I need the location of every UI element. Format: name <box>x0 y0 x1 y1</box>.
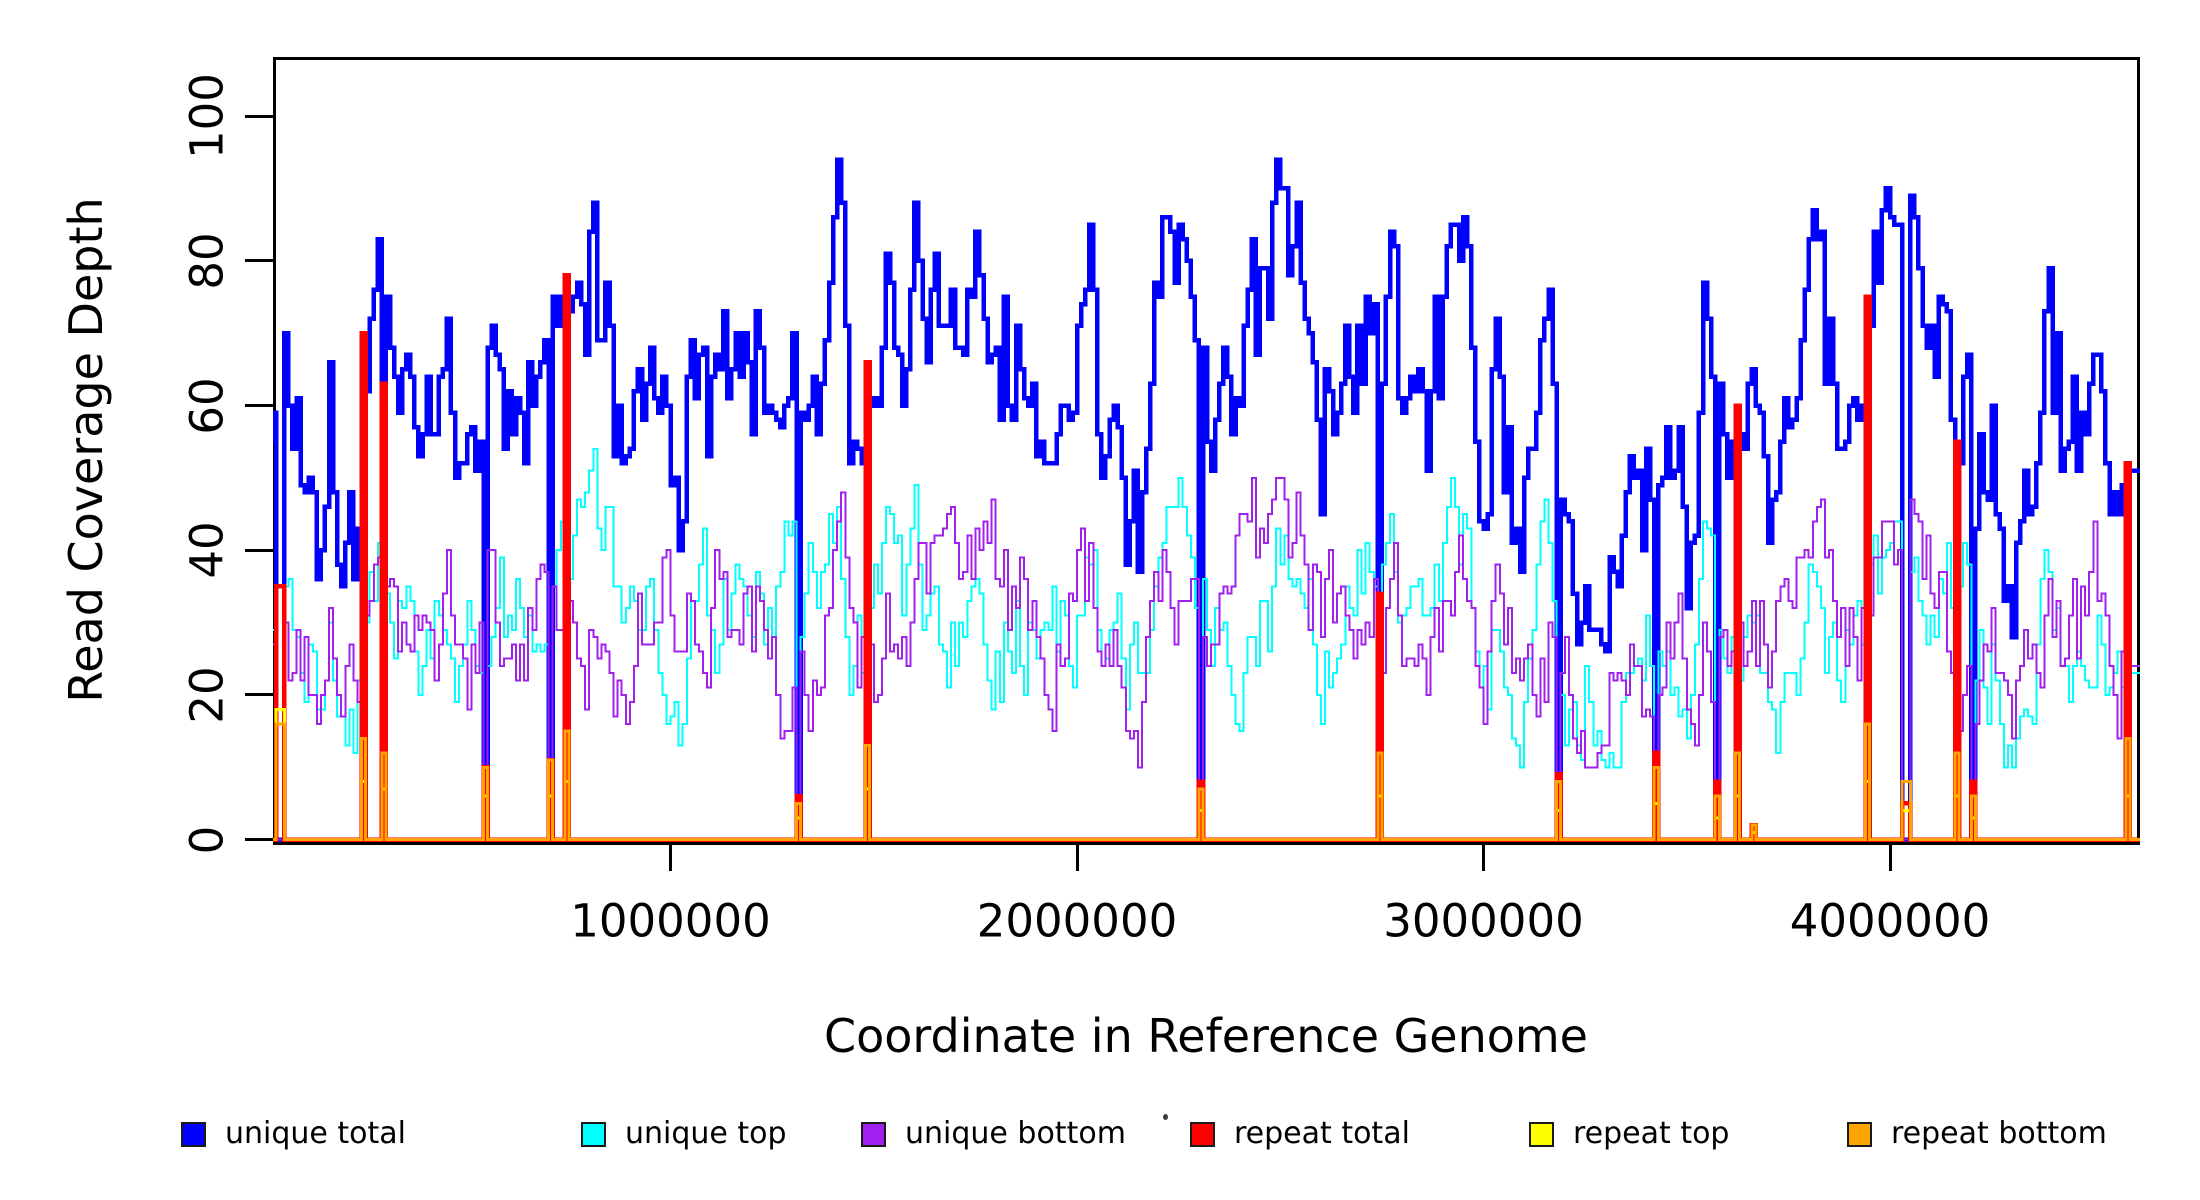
x-axis-title: Coordinate in Reference Genome <box>824 1009 1588 1063</box>
x-tick-label: 1000000 <box>570 894 771 948</box>
legend-swatch-repeat-bottom <box>1847 1121 1872 1147</box>
legend-label-unique-top: unique top <box>625 1116 787 1151</box>
legend-item-repeat-bottom: repeat bottom <box>1847 1119 2107 1149</box>
legend-swatch-unique-top <box>581 1121 606 1147</box>
y-axis-title: Read Coverage Depth <box>59 197 113 703</box>
y-tick-mark <box>245 114 273 118</box>
x-tick-mark <box>1482 845 1485 871</box>
plot-area <box>273 57 2140 845</box>
legend-label-unique-total: unique total <box>225 1116 407 1151</box>
legend-item-repeat-total: repeat total <box>1190 1119 1410 1149</box>
y-tick-label: 80 <box>180 232 234 290</box>
x-tick-mark <box>1075 845 1079 871</box>
legend-swatch-unique-total <box>181 1121 206 1147</box>
x-tick-label: 4000000 <box>1789 894 1991 948</box>
legend-item-unique-bottom: unique bottom <box>861 1119 1126 1149</box>
y-tick-label: 0 <box>180 825 234 854</box>
x-tick-mark <box>669 845 672 871</box>
legend-swatch-unique-bottom <box>861 1121 886 1147</box>
y-tick-label: 20 <box>180 666 234 724</box>
legend-label-repeat-bottom: repeat bottom <box>1891 1116 2107 1151</box>
y-tick-mark <box>245 259 273 263</box>
series-repeat-bottom-line <box>273 722 2140 842</box>
legend-label-repeat-top: repeat top <box>1573 1116 1730 1151</box>
legend-label-unique-bottom: unique bottom <box>905 1116 1126 1151</box>
legend-item-unique-top: unique top <box>581 1119 787 1149</box>
legend-label-repeat-total: repeat total <box>1234 1116 1410 1151</box>
x-tick-mark <box>1888 845 1892 871</box>
series-unique-top-line <box>273 447 2140 841</box>
y-tick-mark <box>245 404 273 407</box>
x-tick-label: 2000000 <box>976 894 1178 948</box>
y-tick-mark <box>245 838 273 842</box>
legend-swatch-repeat-top <box>1529 1121 1554 1147</box>
legend-item-repeat-top: repeat top <box>1529 1119 1729 1149</box>
chart-canvas <box>273 157 2140 842</box>
x-tick-label: 3000000 <box>1383 894 1584 948</box>
y-tick-label: 60 <box>180 376 234 435</box>
stray-mark <box>1163 1114 1168 1120</box>
y-tick-mark <box>245 693 273 697</box>
legend-item-unique-total: unique total <box>181 1119 406 1149</box>
y-tick-mark <box>245 548 273 552</box>
y-tick-label: 40 <box>180 521 234 579</box>
legend-swatch-repeat-total <box>1190 1121 1215 1147</box>
y-tick-label: 100 <box>180 73 234 160</box>
